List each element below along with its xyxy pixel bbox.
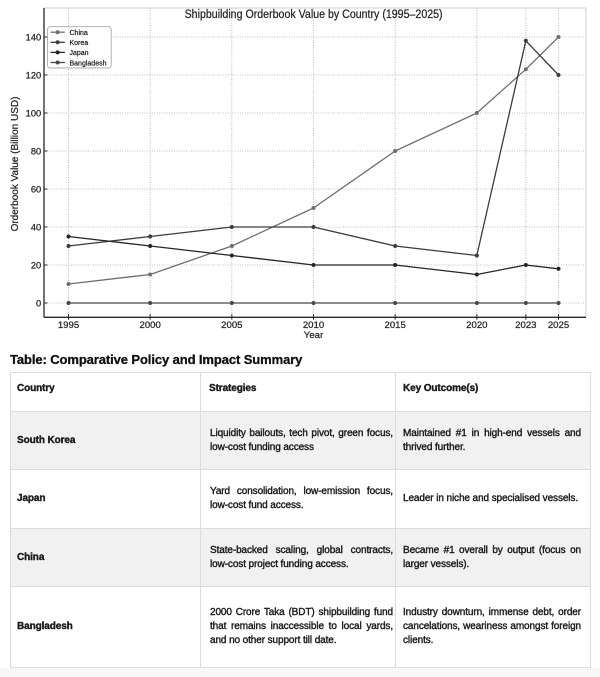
svg-text:China: China xyxy=(70,30,88,37)
svg-text:0: 0 xyxy=(36,298,41,308)
svg-text:140: 140 xyxy=(26,32,42,42)
svg-text:Shipbuilding Orderbook Value b: Shipbuilding Orderbook Value by Country … xyxy=(185,7,443,21)
svg-text:2020: 2020 xyxy=(466,320,487,331)
svg-text:80: 80 xyxy=(31,146,41,156)
svg-text:1995: 1995 xyxy=(58,320,79,331)
svg-text:Orderbook Value (Billion USD): Orderbook Value (Billion USD) xyxy=(10,97,21,232)
svg-text:2005: 2005 xyxy=(221,320,242,331)
svg-text:2023: 2023 xyxy=(515,320,536,331)
svg-text:2025: 2025 xyxy=(548,320,569,331)
svg-text:Bangladesh: Bangladesh xyxy=(70,60,107,67)
svg-text:Year: Year xyxy=(304,330,324,341)
svg-text:Korea: Korea xyxy=(70,40,89,47)
svg-text:Japan: Japan xyxy=(70,50,89,57)
svg-text:40: 40 xyxy=(31,222,41,232)
svg-text:20: 20 xyxy=(31,260,41,270)
svg-text:2010: 2010 xyxy=(303,320,324,331)
svg-text:2015: 2015 xyxy=(384,320,405,331)
svg-text:2000: 2000 xyxy=(139,320,160,331)
svg-text:100: 100 xyxy=(26,108,42,118)
svg-text:120: 120 xyxy=(26,70,42,80)
svg-text:60: 60 xyxy=(31,184,41,194)
